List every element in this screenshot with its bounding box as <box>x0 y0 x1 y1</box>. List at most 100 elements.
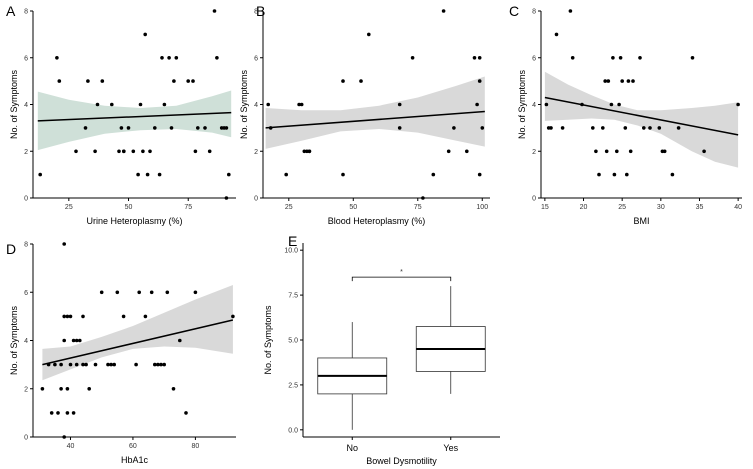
data-point <box>618 56 623 60</box>
data-point <box>109 362 113 367</box>
data-point <box>56 411 60 415</box>
data-point <box>131 149 136 154</box>
data-point <box>141 149 145 154</box>
data-point <box>106 362 110 367</box>
data-point <box>702 149 706 154</box>
data-point <box>148 149 152 154</box>
data-point <box>367 32 371 37</box>
x-axis-title: BMI <box>633 216 649 226</box>
data-point <box>143 32 147 37</box>
y-tick-label: 6 <box>532 55 536 62</box>
x-tick-label: 25 <box>618 204 626 211</box>
y-tick-label: 8 <box>254 9 258 16</box>
panel-d: D 40 60 80 HbA1c 0 2 4 6 8 No. of Symptoms <box>6 241 236 465</box>
data-point <box>87 387 91 391</box>
data-point <box>57 79 62 83</box>
data-point <box>431 172 436 177</box>
data-point <box>560 126 565 130</box>
regression-line <box>37 111 232 122</box>
y-axis-title: No. of Symptoms <box>239 69 249 139</box>
data-point <box>690 56 695 60</box>
data-point <box>110 102 114 107</box>
data-point <box>53 362 57 367</box>
data-point <box>475 102 479 107</box>
data-point <box>160 56 164 60</box>
x-axis-title: Blood Heteroplasmy (%) <box>328 216 426 226</box>
data-point <box>615 149 619 154</box>
data-point <box>121 314 126 319</box>
data-point <box>480 126 485 130</box>
y-tick-label: 0 <box>532 196 536 203</box>
data-point <box>68 314 73 319</box>
data-point <box>74 338 79 343</box>
panel-e: E * No Yes Bowel Dysmotility 0.0 2.5 5.0 7.5 10.0… <box>263 233 500 466</box>
data-point <box>623 126 628 130</box>
data-point <box>452 126 456 130</box>
data-point <box>126 126 131 130</box>
data-point <box>299 102 304 107</box>
confidence-band <box>42 285 233 381</box>
data-point <box>93 362 98 367</box>
data-point <box>341 172 345 177</box>
y-tick-label: 4 <box>24 338 28 345</box>
y-tick-label: 6 <box>24 55 28 62</box>
y-tick-label: 2.5 <box>288 382 298 389</box>
x-tick-label: 40 <box>67 443 75 450</box>
x-axis-title: HbA1c <box>121 455 149 465</box>
x-tick-label: 100 <box>476 204 488 211</box>
data-point <box>203 126 207 130</box>
x-tick-label: 25 <box>285 204 293 211</box>
x-axis-title: Urine Heteroplasmy (%) <box>86 216 182 226</box>
data-point <box>597 172 601 177</box>
data-point <box>95 102 100 107</box>
x-tick-label: 20 <box>580 204 588 211</box>
data-point <box>117 149 121 154</box>
data-point <box>84 362 88 367</box>
data-point <box>143 314 148 319</box>
data-point <box>591 126 595 130</box>
data-point <box>136 172 140 177</box>
y-tick-label: 6 <box>24 290 28 297</box>
data-point <box>570 56 575 60</box>
y-tick-label: 4 <box>24 102 28 109</box>
data-point <box>657 126 662 130</box>
x-tick-label: 15 <box>541 204 549 211</box>
data-point <box>71 338 76 343</box>
data-point <box>284 172 289 177</box>
data-point <box>165 290 170 295</box>
data-point <box>359 79 363 83</box>
data-point <box>397 102 402 107</box>
y-tick-label: 2 <box>532 149 536 156</box>
data-point <box>159 362 163 367</box>
y-axis-title: No. of Symptoms <box>9 305 19 375</box>
data-point <box>410 56 415 60</box>
data-point <box>62 242 66 246</box>
data-point <box>227 172 231 177</box>
y-tick-label: 8 <box>532 9 536 16</box>
panel-letter: D <box>6 241 16 257</box>
data-point <box>477 79 482 83</box>
data-point <box>134 362 138 367</box>
data-point <box>99 290 104 295</box>
x-tick-label: 35 <box>696 204 704 211</box>
data-point <box>156 362 160 367</box>
data-point <box>601 126 605 130</box>
data-point <box>736 102 740 107</box>
data-point <box>224 126 229 130</box>
data-point <box>628 149 633 154</box>
data-point <box>153 126 157 130</box>
y-axis-title: No. of Symptoms <box>9 69 19 139</box>
data-point <box>477 172 482 177</box>
data-point <box>112 362 116 367</box>
x-tick-label: 50 <box>125 204 133 211</box>
y-tick-label: 2 <box>24 386 28 393</box>
data-point <box>297 102 301 107</box>
y-tick-label: 4 <box>532 102 536 109</box>
data-point <box>171 387 176 391</box>
y-tick-label: 0 <box>24 196 28 203</box>
data-point <box>207 149 212 154</box>
data-point <box>59 362 63 367</box>
data-point <box>122 149 126 154</box>
